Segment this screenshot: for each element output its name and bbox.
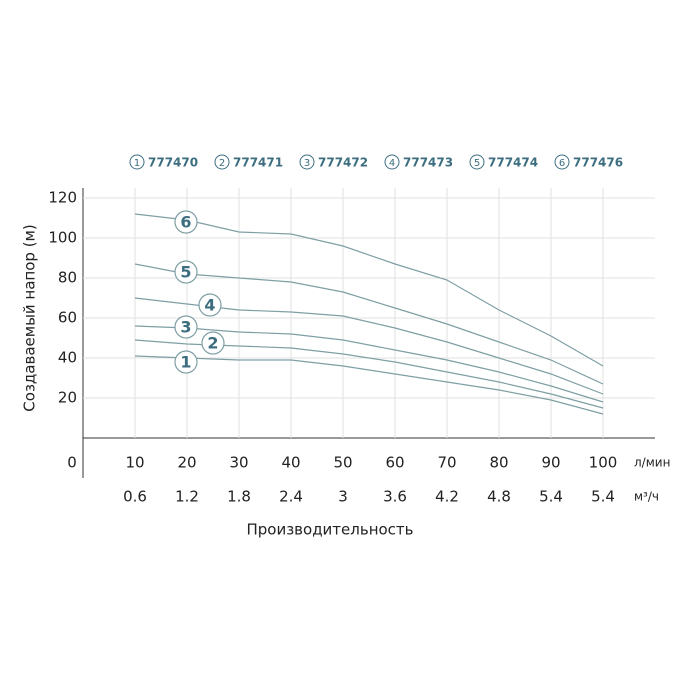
legend-label: 777474 — [488, 156, 538, 170]
curve-label: 1 — [180, 353, 191, 372]
curve — [134, 325, 604, 403]
legend-label: 777470 — [148, 156, 198, 170]
curve-label: 6 — [180, 213, 191, 232]
legend-number: 1 — [134, 158, 140, 169]
curve-label-circle — [174, 210, 198, 234]
x-unit: л/мин — [634, 456, 670, 470]
x-tick-label: 90 — [541, 454, 560, 472]
curve-label: 3 — [180, 318, 191, 337]
x-tick-label: 60 — [385, 454, 404, 472]
curve-label-circle — [198, 293, 222, 317]
x2-tick-label: 4.2 — [435, 488, 459, 506]
x2-tick-label: 5.4 — [591, 488, 615, 506]
x2-unit: м³/ч — [634, 490, 659, 504]
x-tick-label: 20 — [177, 454, 196, 472]
curve-label-circle — [174, 260, 198, 284]
legend-number: 5 — [474, 158, 480, 169]
legend-label: 777473 — [403, 156, 453, 170]
y-tick-label: 60 — [58, 309, 77, 327]
y-tick-label: 20 — [58, 389, 77, 407]
x2-tick-label: 1.2 — [175, 488, 199, 506]
curve-label-circle — [201, 331, 225, 355]
curve-label: 2 — [207, 334, 218, 353]
x-tick-label: 0 — [67, 454, 77, 472]
legend-number: 4 — [389, 158, 395, 169]
curve-label: 5 — [180, 263, 191, 282]
x2-tick-label: 5.4 — [539, 488, 563, 506]
legend-circle — [384, 154, 400, 170]
curve — [134, 263, 604, 385]
curve-label-circle — [174, 315, 198, 339]
y-tick-label: 80 — [58, 269, 77, 287]
x2-tick-label: 3 — [338, 488, 348, 506]
x2-tick-label: 1.8 — [227, 488, 251, 506]
x2-tick-label: 4.8 — [487, 488, 511, 506]
legend-label: 777471 — [233, 156, 283, 170]
legend-circle — [469, 154, 485, 170]
legend-circle — [214, 154, 230, 170]
legend-circle — [299, 154, 315, 170]
x-tick-label: 50 — [333, 454, 352, 472]
legend-circle — [554, 154, 570, 170]
x-tick-label: 30 — [229, 454, 248, 472]
y-tick-label: 40 — [58, 349, 77, 367]
legend-label: 777472 — [318, 156, 368, 170]
x2-tick-label: 0.6 — [123, 488, 147, 506]
x-tick-label: 80 — [489, 454, 508, 472]
curve-label-circle — [174, 350, 198, 374]
legend-number: 3 — [304, 158, 310, 169]
x-tick-label: 100 — [589, 454, 618, 472]
x-tick-label: 10 — [125, 454, 144, 472]
x-tick-label: 70 — [437, 454, 456, 472]
curve-label: 4 — [204, 296, 215, 315]
legend-circle — [129, 154, 145, 170]
legend-number: 2 — [219, 158, 225, 169]
y-tick-label: 100 — [48, 229, 77, 247]
legend-label: 777476 — [573, 156, 623, 170]
curve — [134, 213, 604, 367]
x-tick-label: 40 — [281, 454, 300, 472]
legend-number: 6 — [559, 158, 565, 169]
curve — [134, 355, 604, 415]
x2-tick-label: 3.6 — [383, 488, 407, 506]
y-tick-label: 120 — [48, 189, 77, 207]
x-axis-label: Производительность — [246, 521, 413, 539]
y-axis-label: Создаваемый напор (м) — [21, 224, 39, 411]
x2-tick-label: 2.4 — [279, 488, 303, 506]
